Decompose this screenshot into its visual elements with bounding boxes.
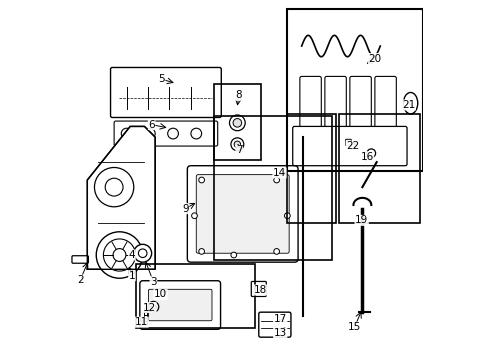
Circle shape [144,128,155,139]
Circle shape [273,177,279,183]
Text: 3: 3 [150,277,156,287]
Text: 9: 9 [182,203,188,213]
Circle shape [105,178,123,196]
Circle shape [121,128,132,139]
Circle shape [298,128,308,139]
Text: 1: 1 [128,271,135,281]
Polygon shape [87,126,155,269]
FancyBboxPatch shape [140,281,220,329]
Circle shape [191,213,197,219]
Circle shape [233,118,241,127]
Text: 13: 13 [273,328,286,338]
FancyBboxPatch shape [374,76,395,144]
FancyBboxPatch shape [148,289,212,321]
Text: 19: 19 [354,215,367,225]
Bar [135,264,255,328]
Circle shape [230,252,236,258]
Text: 18: 18 [253,285,266,295]
Ellipse shape [403,93,417,114]
Bar [287,114,335,223]
Circle shape [190,128,201,139]
Text: 21: 21 [401,100,415,110]
FancyBboxPatch shape [114,121,217,146]
Text: 20: 20 [367,54,381,64]
Circle shape [134,244,151,262]
FancyBboxPatch shape [345,139,350,146]
Text: 12: 12 [142,302,156,312]
Bar [214,116,331,260]
Circle shape [113,249,125,261]
Circle shape [151,304,156,309]
Text: 2: 2 [77,275,83,285]
FancyBboxPatch shape [251,282,266,296]
Text: 7: 7 [235,145,242,156]
Circle shape [229,115,244,131]
Text: 4: 4 [128,250,135,260]
FancyBboxPatch shape [72,256,88,263]
Text: 15: 15 [347,322,361,332]
Circle shape [273,249,279,254]
FancyBboxPatch shape [258,312,290,337]
Circle shape [198,249,204,254]
Circle shape [366,149,375,157]
Bar [214,84,260,160]
Circle shape [103,239,135,271]
Text: 22: 22 [346,141,359,151]
Circle shape [198,177,204,183]
FancyBboxPatch shape [292,126,406,166]
FancyBboxPatch shape [187,166,298,262]
Text: 5: 5 [158,74,164,84]
Circle shape [234,141,240,148]
FancyBboxPatch shape [110,67,221,117]
FancyBboxPatch shape [324,76,346,144]
FancyBboxPatch shape [299,76,321,144]
Circle shape [96,232,142,278]
Bar [339,114,419,223]
Text: 17: 17 [273,314,286,324]
FancyBboxPatch shape [196,175,288,253]
Text: 10: 10 [154,289,167,299]
Bar [287,9,422,171]
Text: 11: 11 [135,317,148,327]
Text: 8: 8 [235,90,242,100]
FancyBboxPatch shape [349,76,370,144]
Text: 14: 14 [272,168,285,178]
Circle shape [148,301,159,312]
Circle shape [138,249,147,257]
Circle shape [230,138,244,151]
Circle shape [94,167,134,207]
Text: 6: 6 [148,120,155,130]
Text: 16: 16 [360,152,373,162]
Circle shape [284,213,290,219]
Circle shape [167,128,178,139]
